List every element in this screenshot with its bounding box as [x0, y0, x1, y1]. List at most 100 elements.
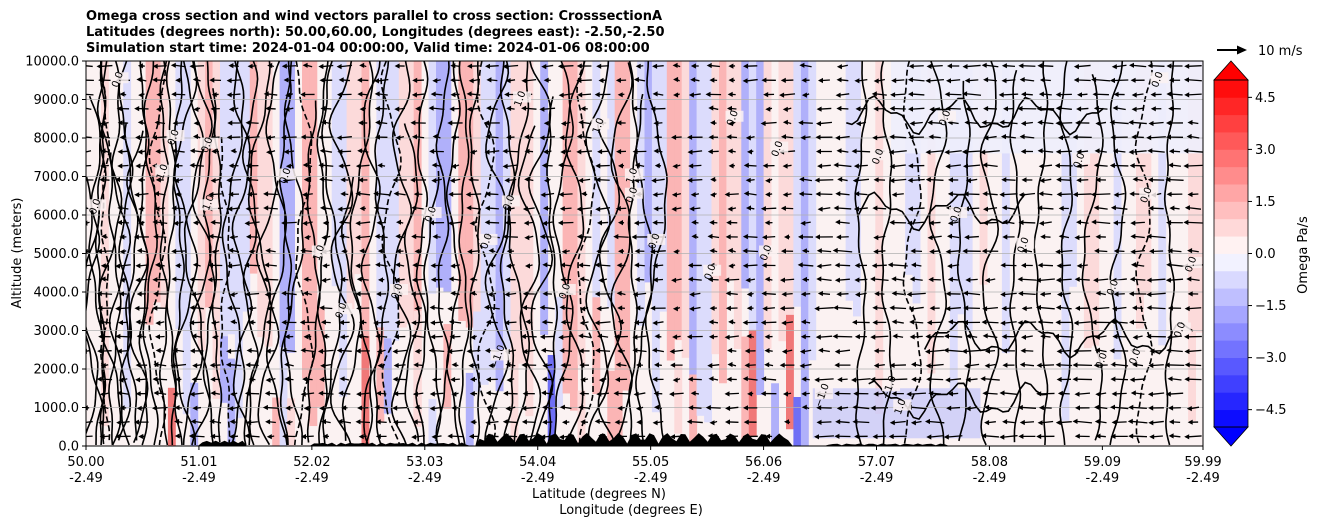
- wind-vector: [193, 164, 204, 167]
- wind-vector: [1150, 235, 1166, 239]
- wind-vector: [155, 136, 168, 139]
- wind-vector-head: [911, 361, 916, 367]
- wind-vector-head: [189, 391, 195, 397]
- wind-vector-head: [708, 105, 714, 111]
- wind-vector-head: [891, 192, 897, 198]
- wind-vector-head: [725, 290, 731, 296]
- wind-vector: [691, 178, 703, 181]
- wind-vector-head: [594, 291, 600, 297]
- wind-vector-head: [210, 106, 216, 112]
- contour-line: [1009, 69, 1022, 443]
- wind-vector-head: [319, 148, 325, 154]
- wind-vector-head: [907, 77, 913, 83]
- wind-vector: [506, 164, 519, 168]
- wind-vector: [230, 79, 241, 82]
- wind-vector-head: [947, 191, 953, 197]
- wind-vector-head: [356, 276, 362, 282]
- wind-vector: [359, 392, 370, 395]
- wind-vector: [1191, 121, 1199, 125]
- wind-vector: [1058, 335, 1074, 338]
- wind-vector: [968, 121, 979, 125]
- wind-vector-head: [687, 134, 693, 140]
- wind-vector-head: [965, 106, 971, 112]
- contour-line: [468, 61, 481, 446]
- omega-contour-layer: [86, 61, 1194, 446]
- wind-vector-head: [800, 135, 806, 141]
- omega-band: [510, 61, 519, 381]
- wind-vector: [893, 178, 907, 182]
- wind-vector: [1135, 307, 1144, 310]
- wind-vector: [156, 79, 168, 82]
- contour-line: [219, 136, 231, 444]
- wind-vector: [656, 65, 664, 67]
- wind-vector-head: [338, 390, 344, 396]
- wind-vector: [931, 121, 942, 124]
- wind-vector-head: [1094, 334, 1100, 340]
- contour-label: 0.0: [502, 194, 518, 213]
- wind-vector-head: [226, 78, 232, 84]
- wind-vector: [379, 121, 388, 125]
- wind-vector-head: [520, 333, 526, 340]
- wind-vector-head: [687, 177, 693, 183]
- wind-vector: [176, 392, 184, 395]
- wind-vector-head: [502, 234, 508, 240]
- wind-vector-head: [373, 320, 379, 326]
- wind-vector-head: [337, 92, 342, 98]
- wind-vector-head: [504, 91, 510, 98]
- wind-vector-head: [540, 347, 546, 353]
- contour-label: 0.0: [88, 197, 104, 216]
- wind-vector-head: [392, 405, 398, 411]
- wind-vector-head: [208, 262, 213, 268]
- wind-vector: [490, 79, 498, 82]
- wind-vector-head: [541, 390, 546, 396]
- wind-vector-head: [414, 248, 420, 254]
- wind-vector-head: [355, 419, 361, 425]
- contour-line: [96, 61, 123, 446]
- contour-label-bg: [1128, 349, 1147, 361]
- wind-vector-head: [358, 120, 364, 126]
- wind-vector-head: [632, 334, 638, 340]
- wind-vector-head: [468, 78, 474, 84]
- wind-vector-head: [152, 63, 158, 69]
- wind-vector-head: [358, 434, 364, 440]
- wind-vector: [802, 122, 813, 124]
- wind-vector: [820, 264, 832, 267]
- contour-label-bg: [591, 118, 610, 130]
- wind-vector-head: [1021, 262, 1026, 268]
- wind-vector: [102, 135, 111, 139]
- wind-vector-head: [190, 418, 196, 425]
- wind-vector-head: [1036, 362, 1042, 368]
- wind-vector-head: [81, 263, 86, 268]
- wind-vector-head: [907, 206, 913, 212]
- wind-vector-head: [925, 333, 931, 340]
- wind-vector-head: [1021, 334, 1026, 340]
- wind-vector-head: [504, 177, 510, 183]
- wind-vector: [139, 321, 148, 324]
- omega-band: [309, 61, 318, 427]
- wind-vector-head: [818, 77, 823, 84]
- wind-vector-head: [943, 347, 949, 353]
- wind-vector-head: [728, 121, 734, 127]
- wind-vector-head: [264, 390, 270, 396]
- omega-band: [614, 61, 623, 393]
- wind-vector-head: [79, 434, 84, 439]
- wind-vector-head: [171, 276, 177, 282]
- wind-vector: [1023, 135, 1035, 139]
- wind-vector-head: [172, 120, 178, 126]
- wind-vector-head: [117, 205, 123, 211]
- wind-vector-head: [303, 177, 309, 183]
- wind-vector: [322, 64, 334, 68]
- wind-vector: [1041, 207, 1054, 210]
- wind-vector-head: [945, 306, 951, 312]
- contour-line: [148, 61, 167, 446]
- contour-label-bg: [1139, 187, 1158, 199]
- omega-band: [562, 61, 571, 394]
- wind-vector: [268, 264, 277, 267]
- colorbar-tick-label: 3.0: [1255, 143, 1276, 158]
- wind-vector-head: [746, 205, 751, 211]
- wind-vector: [913, 278, 923, 281]
- wind-vector: [232, 64, 239, 68]
- wind-vector-head: [1093, 277, 1099, 283]
- wind-vector-head: [394, 106, 400, 112]
- wind-vector: [1004, 321, 1017, 324]
